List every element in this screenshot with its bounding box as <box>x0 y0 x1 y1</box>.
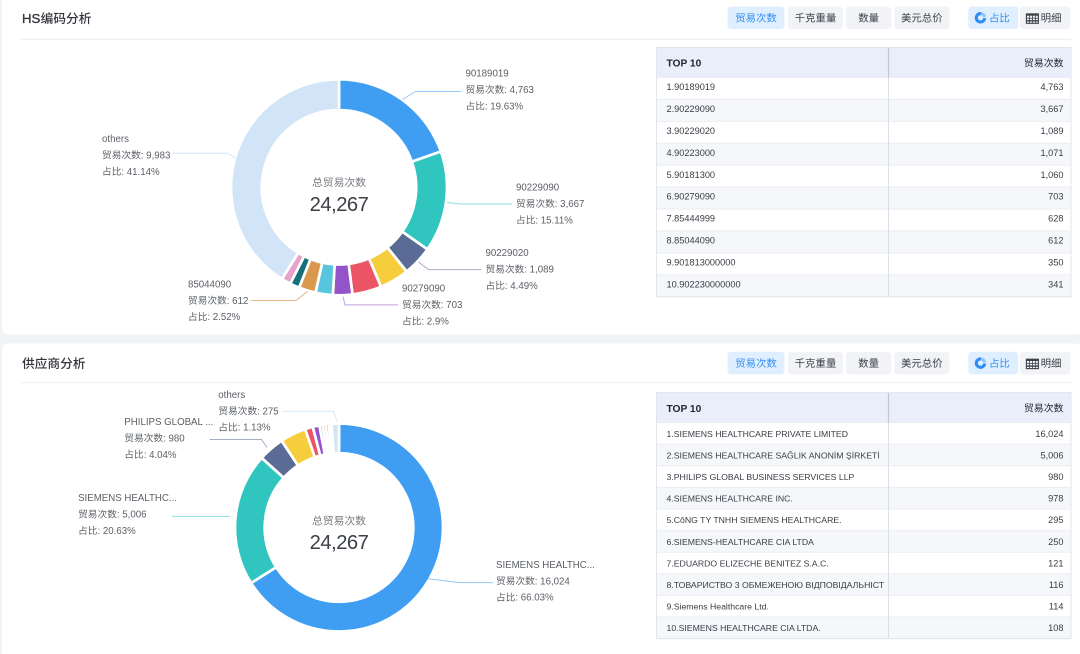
svg-text:1.SIEMENS HEALTHCARE PRIVATE L: 1.SIEMENS HEALTHCARE PRIVATE LIMITED <box>667 429 849 439</box>
svg-text:108: 108 <box>1048 623 1063 633</box>
svg-text:: 5,006: : 5,006 <box>117 510 147 521</box>
svg-text:341: 341 <box>1048 279 1063 289</box>
svg-text:6.SIEMENS-HEALTHCARE CIA LTDA: 6.SIEMENS-HEALTHCARE CIA LTDA <box>667 537 815 547</box>
svg-text:4.90223000: 4.90223000 <box>667 148 716 158</box>
svg-text:24,267: 24,267 <box>310 194 369 216</box>
svg-text:8.85044090: 8.85044090 <box>667 236 716 246</box>
svg-text:3.90229020: 3.90229020 <box>667 126 716 136</box>
svg-text:: 1,089: : 1,089 <box>524 265 554 276</box>
svg-text:628: 628 <box>1048 214 1063 224</box>
svg-text:16,024: 16,024 <box>1035 429 1063 439</box>
svg-text:SIEMENS HEALTHC...: SIEMENS HEALTHC... <box>496 560 595 571</box>
svg-text:90279090: 90279090 <box>402 284 446 295</box>
svg-text:others: others <box>102 134 129 145</box>
svg-text:SIEMENS HEALTHC...: SIEMENS HEALTHC... <box>78 493 177 504</box>
svg-text:978: 978 <box>1048 494 1063 504</box>
svg-text:: 703: : 703 <box>441 300 463 311</box>
svg-text:980: 980 <box>1048 472 1063 482</box>
svg-text:: 19.63%: : 19.63% <box>485 101 524 112</box>
svg-text:: 16,024: : 16,024 <box>535 576 571 587</box>
svg-text:5.CôNG TY TNHH SIEMENS HEALTHC: 5.CôNG TY TNHH SIEMENS HEALTHCARE. <box>667 515 842 525</box>
svg-text:90189019: 90189019 <box>466 69 509 80</box>
svg-text:121: 121 <box>1048 558 1063 568</box>
svg-text:1.90189019: 1.90189019 <box>667 82 716 92</box>
svg-text:2.90229090: 2.90229090 <box>667 104 716 114</box>
svg-text:85044090: 85044090 <box>188 279 232 290</box>
svg-text:2.SIEMENS HEALTHCARE SAĞLIK AN: 2.SIEMENS HEALTHCARE SAĞLIK ANONİM ŞİRKE… <box>667 450 880 460</box>
svg-text:4,763: 4,763 <box>1041 82 1064 92</box>
svg-text:7.85444999: 7.85444999 <box>667 214 716 224</box>
svg-text:350: 350 <box>1048 257 1063 267</box>
svg-text:: 66.03%: : 66.03% <box>515 593 554 604</box>
svg-text:: 980: : 980 <box>163 433 185 444</box>
svg-text:: 9,983: : 9,983 <box>141 150 171 161</box>
svg-text:: 15.11%: : 15.11% <box>535 215 573 226</box>
svg-text:90229020: 90229020 <box>486 248 530 259</box>
svg-text:9.Siemens Healthcare Ltd.: 9.Siemens Healthcare Ltd. <box>667 602 769 612</box>
svg-text:8.ТОВАРИСТВО 3 ОБМЕЖЕНОЮ ВІДПО: 8.ТОВАРИСТВО 3 ОБМЕЖЕНОЮ ВІДПОВІДАЛЬНІСТ <box>667 580 885 590</box>
svg-text:: 612: : 612 <box>227 296 249 307</box>
svg-text:: 1.13%: : 1.13% <box>238 423 271 434</box>
svg-text:: 3,667: : 3,667 <box>555 199 585 210</box>
svg-text:116: 116 <box>1049 580 1064 590</box>
svg-text:90229090: 90229090 <box>516 183 560 194</box>
svg-text:295: 295 <box>1048 515 1063 525</box>
svg-text:: 2.9%: : 2.9% <box>421 317 449 328</box>
svg-text:3.PHILIPS GLOBAL BUSINESS SERV: 3.PHILIPS GLOBAL BUSINESS SERVICES LLP <box>667 472 855 482</box>
svg-text:1,071: 1,071 <box>1041 148 1064 158</box>
svg-text:HS: HS <box>22 11 41 26</box>
svg-text:250: 250 <box>1048 537 1063 547</box>
svg-text:: 4,763: : 4,763 <box>504 85 534 96</box>
svg-text:10.SIEMENS HEALTHCARE CIA LTDA: 10.SIEMENS HEALTHCARE CIA LTDA. <box>667 623 821 633</box>
svg-text:TOP 10: TOP 10 <box>667 404 702 415</box>
svg-text:: 4.04%: : 4.04% <box>144 450 177 461</box>
svg-text:: 4.49%: : 4.49% <box>505 281 538 292</box>
svg-text:3,667: 3,667 <box>1041 104 1064 114</box>
svg-text:others: others <box>218 390 245 401</box>
svg-text:5.90181300: 5.90181300 <box>667 170 716 180</box>
svg-text:: 2.52%: : 2.52% <box>207 312 240 323</box>
svg-text:: 275: : 275 <box>257 406 279 417</box>
svg-text:4.SIEMENS HEALTHCARE INC.: 4.SIEMENS HEALTHCARE INC. <box>667 494 793 504</box>
svg-text:703: 703 <box>1048 192 1063 202</box>
svg-text:: 41.14%: : 41.14% <box>121 167 160 178</box>
svg-text:5,006: 5,006 <box>1041 450 1064 460</box>
svg-text:24,267: 24,267 <box>310 532 369 554</box>
svg-text:612: 612 <box>1048 236 1063 246</box>
svg-text:1,089: 1,089 <box>1041 126 1064 136</box>
svg-text:114: 114 <box>1049 602 1064 612</box>
svg-text:TOP 10: TOP 10 <box>667 59 702 70</box>
svg-text:10.902230000000: 10.902230000000 <box>667 279 741 289</box>
svg-text:1,060: 1,060 <box>1041 170 1064 180</box>
svg-text:9.901813000000: 9.901813000000 <box>667 257 736 267</box>
svg-text:PHILIPS GLOBAL ...: PHILIPS GLOBAL ... <box>124 417 213 428</box>
svg-text:: 20.63%: : 20.63% <box>98 526 137 537</box>
svg-text:7.EDUARDO ELIZECHE BENITEZ S.A: 7.EDUARDO ELIZECHE BENITEZ S.A.C. <box>667 558 829 568</box>
svg-text:6.90279090: 6.90279090 <box>667 192 716 202</box>
